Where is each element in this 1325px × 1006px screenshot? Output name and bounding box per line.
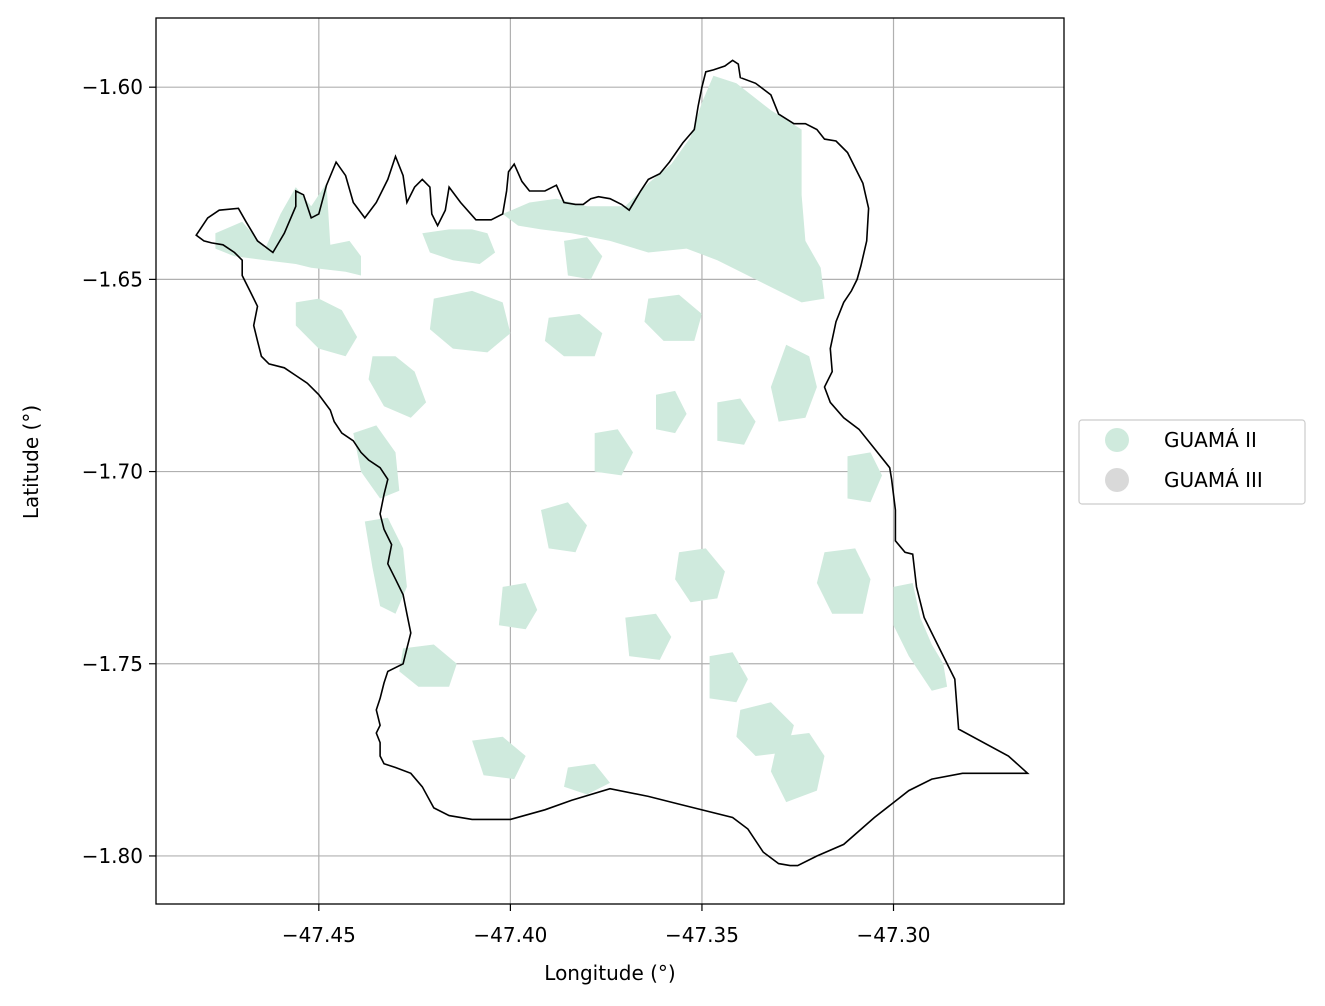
legend-marker-guama-ii	[1105, 428, 1129, 452]
guama-ii-patch	[498, 583, 538, 630]
y-tick-label: −1.65	[82, 267, 143, 291]
y-tick-label: −1.60	[82, 75, 143, 99]
legend-label-guama-ii: GUAMÁ II	[1164, 428, 1257, 452]
guama-ii-patch	[295, 298, 358, 357]
guama-ii-patch	[422, 229, 496, 264]
legend-label-guama-iii: GUAMÁ III	[1164, 468, 1263, 492]
x-tick-label: −47.40	[473, 923, 547, 947]
guama-ii-patch	[644, 294, 702, 341]
legend-marker-guama-iii	[1105, 468, 1129, 492]
guama-ii-patch	[594, 429, 633, 476]
guama-ii-patch	[564, 237, 603, 280]
x-tick-label: −47.30	[857, 923, 931, 947]
guama-ii-patch	[541, 502, 587, 553]
guama-ii-patch	[472, 736, 526, 780]
guama-ii-patch	[717, 398, 756, 445]
guama-ii-patch	[625, 613, 672, 660]
guama-ii-patch	[847, 452, 882, 503]
legend-box	[1078, 419, 1306, 505]
guama-ii-patches	[215, 75, 948, 803]
guama-ii-patch	[353, 425, 400, 499]
guama-ii-patch	[816, 548, 871, 614]
x-tick-label: −47.35	[665, 923, 739, 947]
guama-ii-patch	[893, 583, 948, 691]
guama-ii-patch	[656, 390, 687, 434]
x-tick-label: −47.45	[282, 923, 356, 947]
x-axis: −47.45 −47.40 −47.35 −47.30	[282, 904, 931, 947]
y-tick-label: −1.75	[82, 652, 143, 676]
guama-ii-patch	[770, 344, 817, 422]
plot-area: −47.45 −47.40 −47.35 −47.30 −1.60 −1.65 −1.70…	[82, 17, 1065, 947]
guama-ii-patch	[368, 356, 427, 418]
guama-ii-patch	[502, 75, 825, 303]
plot-frame	[155, 17, 1065, 905]
guama-ii-patch	[709, 652, 748, 703]
y-axis: −1.60 −1.65 −1.70 −1.75 −1.80	[82, 75, 156, 868]
y-tick-label: −1.70	[82, 460, 143, 484]
guama-ii-patch	[770, 733, 825, 803]
guama-ii-patch	[215, 183, 361, 276]
guama-ii-patch	[399, 644, 457, 687]
legend: GUAMÁ II GUAMÁ III	[1078, 419, 1306, 505]
guama-ii-patch	[564, 763, 610, 795]
guama-ii-patch	[429, 290, 511, 353]
y-tick-label: −1.80	[82, 844, 143, 868]
guama-ii-patch	[544, 314, 603, 357]
guama-ii-patch	[364, 517, 407, 614]
x-axis-title: Longitude (°)	[544, 961, 675, 985]
municipality-boundary	[195, 59, 1030, 867]
guama-ii-patch	[675, 548, 725, 603]
y-axis-title: Latitude (°)	[19, 405, 43, 519]
